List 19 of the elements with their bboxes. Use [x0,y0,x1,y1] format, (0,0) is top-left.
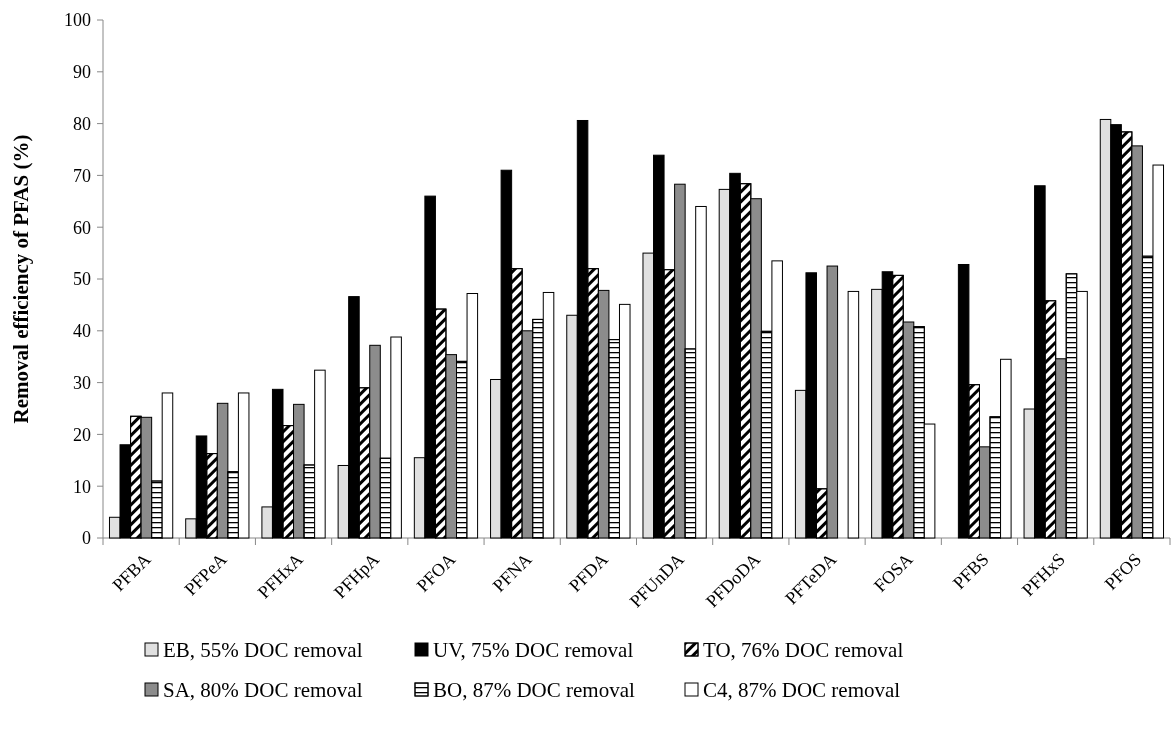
y-tick-label: 60 [73,217,91,238]
legend-label: TO, 76% DOC removal [703,638,904,663]
legend-label: C4, 87% DOC removal [703,678,901,703]
y-tick-label: 40 [73,321,91,342]
legend-label: UV, 75% DOC removal [433,638,634,663]
legend-label: BO, 87% DOC removal [433,678,635,703]
y-tick-label: 30 [73,372,91,393]
y-tick-label: 0 [82,528,91,549]
legend-label: EB, 55% DOC removal [163,638,363,663]
y-tick-label: 10 [73,476,91,497]
y-tick-label: 20 [73,424,91,445]
y-axis-title: Removal efficiency of PFAS (%) [9,134,33,424]
y-tick-label: 50 [73,269,91,290]
y-tick-label: 80 [73,113,91,134]
legend-label: SA, 80% DOC removal [163,678,363,703]
y-tick-label: 70 [73,165,91,186]
bar [847,290,860,539]
y-tick-label: 90 [73,62,91,83]
y-tick-label: 100 [64,10,91,31]
